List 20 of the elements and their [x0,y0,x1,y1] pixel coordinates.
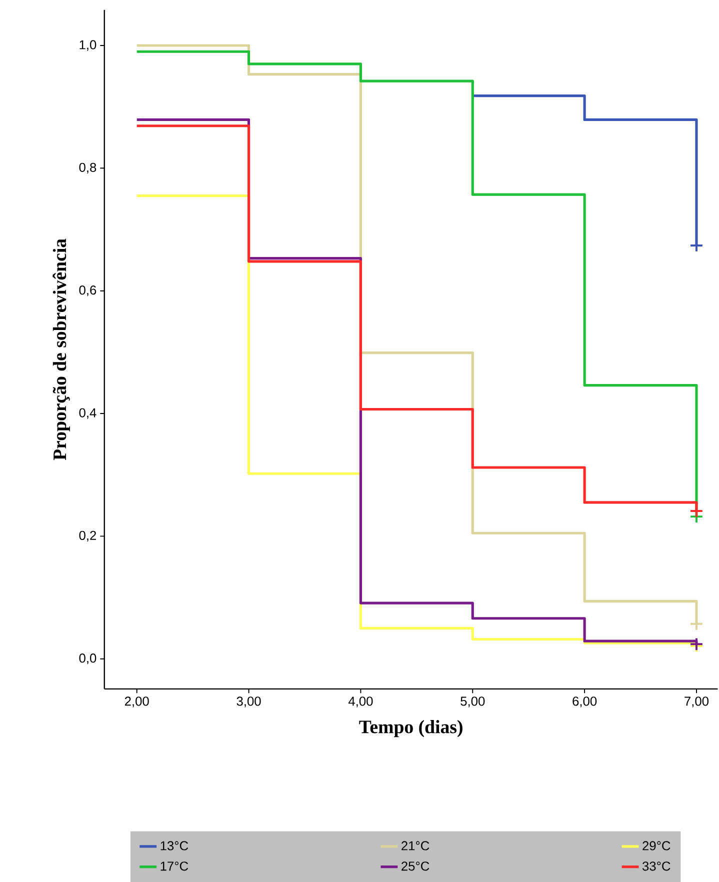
x-tick-label: 6,00 [572,696,597,708]
y-tick-label: 1,0 [80,40,96,51]
legend-label: 29°C [642,841,670,850]
y-tick-label: 0,8 [79,162,96,174]
y-tick-label: 0,0 [79,654,96,664]
x-tick-label: 5,00 [460,696,485,708]
x-tick-label: 2,00 [125,696,149,708]
x-tick-label: 3,00 [236,696,261,708]
y-tick-label: 0,6 [79,286,96,296]
y-axis-title: Proporção de sobrevivência [52,238,70,460]
y-tick-label: 0,2 [79,530,96,542]
y-tick-label: 0,4 [79,408,96,419]
x-tick-label: 4,00 [348,696,373,708]
legend-label: 17°C [160,862,188,871]
x-axis-title: Tempo (dias) [359,720,463,738]
legend-label: 21°C [402,841,430,850]
x-tick-label: 7,00 [684,696,709,708]
legend-label: 33°C [642,862,670,871]
legend-label: 25°C [402,862,430,871]
legend-label: 13°C [160,841,188,850]
